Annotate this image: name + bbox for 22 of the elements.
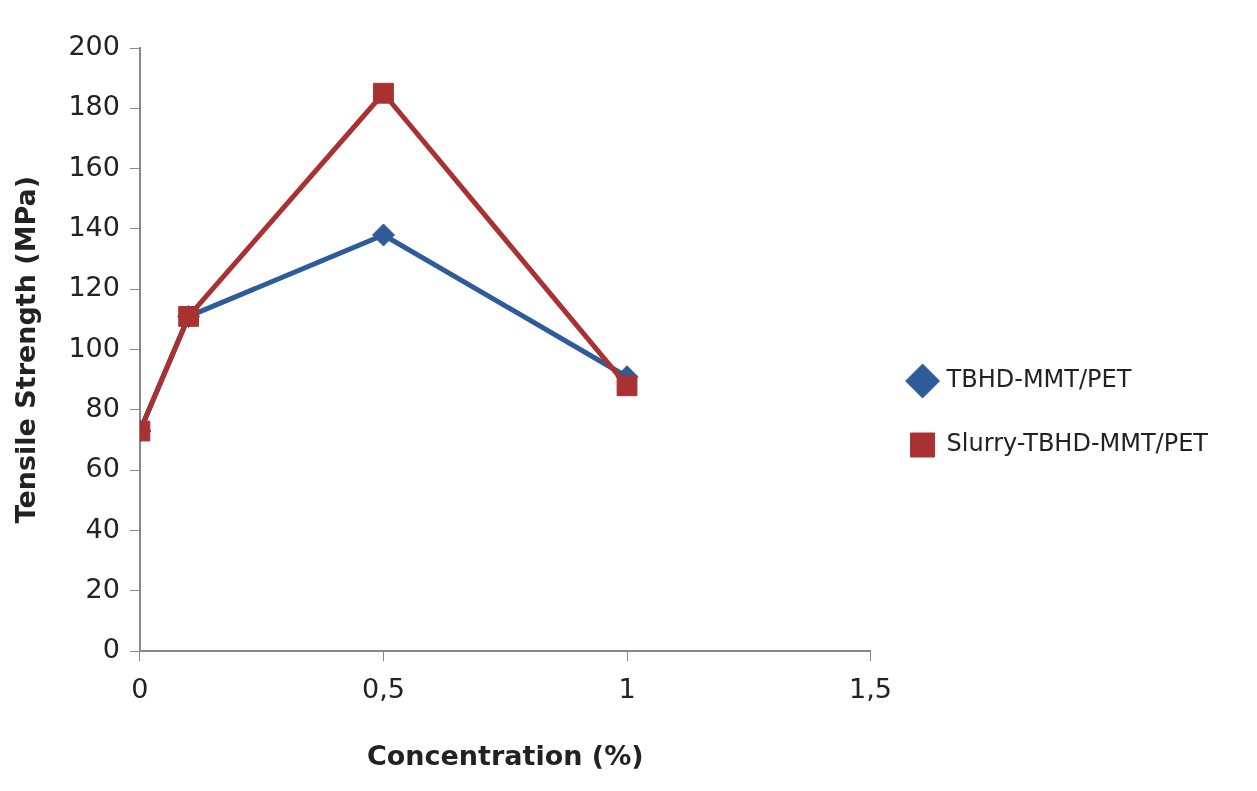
point (371, 223, 395, 247)
x-tick-label: 1,5 (849, 673, 893, 705)
y-axis-title: Tensile Strength (MPa) (10, 175, 42, 524)
legend-label: TBHD-MMT/PET (945, 365, 1132, 394)
y-tick-label: 100 (68, 331, 120, 363)
x-tick-label: 1 (618, 673, 636, 705)
y-tick-label: 160 (68, 150, 120, 182)
point (616, 375, 638, 397)
y-tick-label: 120 (68, 271, 120, 303)
x-tick-label: 0 (131, 673, 149, 705)
y-tick-label: 140 (68, 210, 120, 242)
y-tick-label: 180 (68, 90, 120, 122)
legend-label: Slurry-TBHD-MMT/PET (946, 429, 1209, 458)
y-tick-label: 80 (85, 391, 120, 423)
y-tick-label: 20 (85, 572, 120, 604)
y-tick-label: 200 (68, 30, 120, 62)
x-tick-label: 0,5 (362, 673, 405, 705)
point (373, 82, 394, 104)
y-tick-label: 60 (85, 452, 120, 484)
y-tick-label: 0 (102, 633, 120, 665)
y-tick-label: 40 (85, 512, 120, 544)
x-axis-title: Concentration (%) (366, 739, 644, 771)
